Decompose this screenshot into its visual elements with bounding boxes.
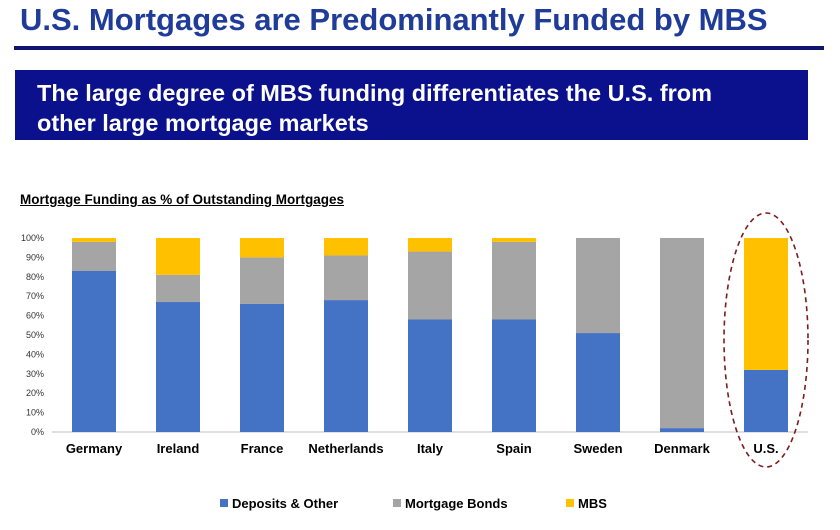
bar-segment-mbs [408, 238, 452, 252]
y-tick-label: 10% [26, 408, 44, 418]
y-tick-label: 20% [26, 388, 44, 398]
category-label: Italy [417, 441, 444, 456]
y-tick-label: 30% [26, 369, 44, 379]
bar-segment-mbs [324, 238, 368, 256]
y-tick-label: 100% [21, 233, 44, 243]
legend-swatch-mbs [566, 499, 574, 507]
bar-segment-mortgage-bonds [240, 257, 284, 304]
bar-segment-mortgage-bonds [660, 238, 704, 429]
category-label: France [241, 441, 284, 456]
chart-title: Mortgage Funding as % of Outstanding Mor… [20, 192, 344, 207]
category-label: Sweden [573, 441, 622, 456]
title-divider [14, 46, 824, 50]
bar-segment-mortgage-bonds [576, 238, 620, 334]
banner-line-1: The large degree of MBS funding differen… [37, 80, 713, 106]
category-label: Spain [496, 441, 531, 456]
bar-segment-deposits-other [660, 428, 704, 432]
legend-swatch-deposits-other [220, 499, 228, 507]
legend-swatch-mortgage-bonds [393, 499, 401, 507]
y-tick-label: 70% [26, 291, 44, 301]
bar-segment-mbs [156, 238, 200, 275]
y-tick-label: 0% [31, 427, 44, 437]
category-label: Netherlands [308, 441, 383, 456]
bar-segment-deposits-other [240, 303, 284, 432]
category-label: Ireland [157, 441, 200, 456]
bar-segment-deposits-other [72, 270, 116, 432]
bar-segment-mortgage-bonds [492, 241, 536, 320]
y-tick-label: 90% [26, 252, 44, 262]
bar-segment-deposits-other [324, 300, 368, 432]
bar-segment-deposits-other [408, 319, 452, 432]
y-tick-label: 60% [26, 311, 44, 321]
bar-segment-mortgage-bonds [324, 255, 368, 301]
bar-segment-deposits-other [492, 319, 536, 432]
highlight-ellipse [723, 212, 809, 468]
bar-segment-mbs [492, 238, 536, 242]
legend-label: MBS [578, 496, 607, 511]
y-tick-label: 80% [26, 272, 44, 282]
bar-segment-deposits-other [156, 302, 200, 432]
bar-segment-mbs [240, 238, 284, 258]
bar-segment-deposits-other [576, 333, 620, 432]
y-tick-label: 50% [26, 330, 44, 340]
bar-segment-mortgage-bonds [156, 274, 200, 303]
bar-segment-mortgage-bonds [72, 241, 116, 271]
slide-title: U.S. Mortgages are Predominantly Funded … [20, 2, 768, 37]
category-label: Denmark [654, 441, 710, 456]
y-tick-label: 40% [26, 349, 44, 359]
category-label: Germany [66, 441, 123, 456]
bar-segment-mbs [744, 238, 788, 370]
bar-segment-mortgage-bonds [408, 251, 452, 320]
bar-segment-mbs [72, 238, 116, 242]
key-message-banner: The large degree of MBS funding differen… [15, 70, 808, 140]
bar-segment-deposits-other [744, 369, 788, 432]
category-label: U.S. [753, 441, 778, 456]
banner-line-2: other large mortgage markets [37, 110, 369, 136]
legend-label: Mortgage Bonds [405, 496, 508, 511]
legend-label: Deposits & Other [232, 496, 338, 511]
